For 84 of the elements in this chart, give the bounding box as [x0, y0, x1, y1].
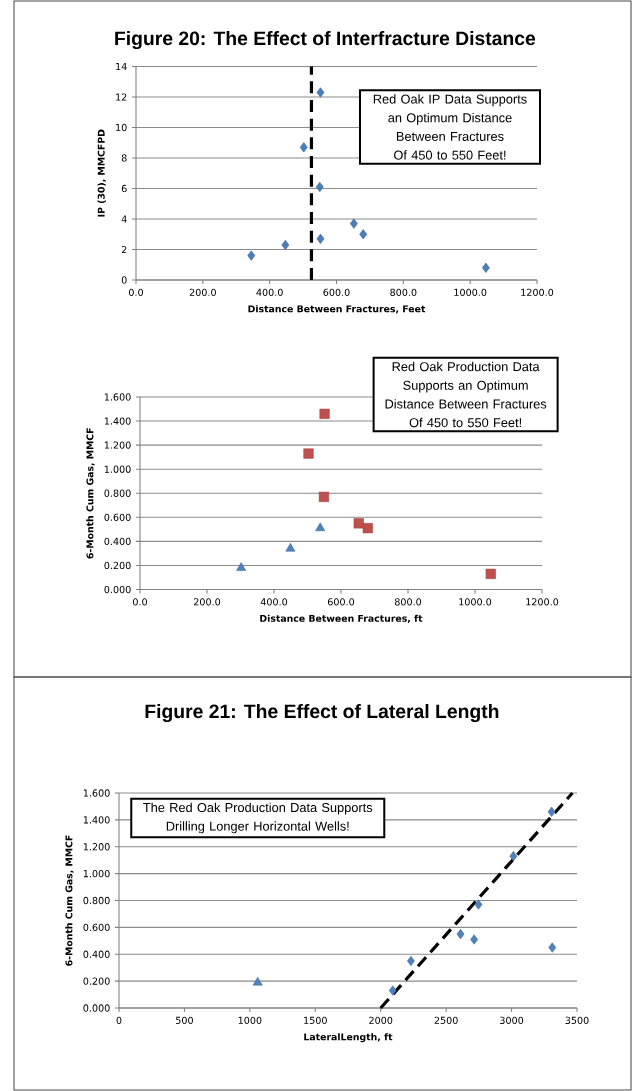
point [482, 262, 490, 273]
y-tick-label: 0.000 [104, 585, 131, 594]
point [247, 250, 256, 261]
y-tick-label: 0.200 [104, 561, 131, 570]
annotation: Red Oak Production Data Supports an Optimum Distance Between Fractures Of 450 to 550 Feet! [385, 361, 547, 428]
point [236, 562, 247, 571]
x-tick-label: 1200.0 [521, 288, 554, 296]
x-tick-label: 3500 [565, 1016, 589, 1024]
point [547, 806, 556, 817]
y-tick-label: 0.400 [83, 950, 110, 958]
point [456, 929, 465, 940]
y-tick-label: 0.800 [104, 489, 131, 497]
x-tick-label: 600.0 [327, 598, 355, 606]
x-tick-label: 800.0 [394, 598, 422, 606]
chart-title: Figure 21: The Effect of Lateral Length [145, 704, 499, 723]
x-tick-label: 200.0 [189, 288, 216, 296]
point [470, 934, 479, 945]
point [316, 233, 325, 244]
x-tick-label: 400.0 [256, 288, 283, 296]
x-tick-label: 3000 [500, 1016, 524, 1024]
y-tick-label: 0.000 [83, 1004, 110, 1012]
point [252, 976, 263, 986]
y-tick-label: 1.200 [104, 441, 131, 449]
x-tick-label: 800.0 [390, 288, 417, 296]
x-axis-title: LateralLength, ft [304, 1033, 393, 1043]
y-tick-label: 0.600 [83, 923, 110, 932]
point [315, 181, 324, 193]
point [353, 518, 364, 529]
annotation: The Red Oak Production Data Supports Drilling Longer Horizontal Wells! [143, 802, 373, 834]
y-tick-label: 8 [121, 154, 127, 162]
x-tick-label: 1000 [238, 1016, 262, 1024]
x-tick-label: 0.0 [128, 288, 143, 296]
y-tick-label: 1.200 [83, 843, 110, 851]
y-tick-label: 10 [116, 123, 127, 132]
x-tick-label: 500 [176, 1016, 193, 1024]
x-tick-label: 1000.0 [459, 598, 492, 606]
x-tick-label: 1500 [304, 1016, 327, 1024]
x-axis-title: Distance Between Fractures, Feet [248, 305, 426, 314]
y-tick-label: 1.400 [83, 816, 110, 824]
point [509, 851, 518, 862]
y-axis-title: 6-Month Cum Gas, MMCF [86, 428, 95, 559]
y-tick-label: 0.200 [83, 977, 110, 985]
point [315, 522, 326, 532]
point [303, 448, 314, 459]
point [281, 239, 290, 250]
chart-title: Figure 20: The Effect of Interfracture Distance [115, 31, 536, 50]
point [548, 942, 557, 953]
point [299, 142, 308, 153]
x-tick-label: 600.0 [323, 288, 350, 296]
x-axis-title: Distance Between Fractures, ft [260, 614, 423, 624]
y-tick-label: 1.400 [104, 417, 131, 425]
y-tick-label: 4 [121, 215, 127, 223]
point [474, 899, 483, 910]
point [485, 568, 496, 579]
point [388, 985, 397, 996]
x-tick-label: 2000 [369, 1016, 393, 1024]
point [359, 229, 368, 240]
x-tick-label: 0.0 [132, 598, 147, 606]
x-tick-label: 1000.0 [454, 288, 487, 296]
y-tick-label: 1.000 [104, 465, 131, 473]
y-tick-label: 1.000 [83, 870, 110, 878]
x-tick-label: 400.0 [260, 598, 288, 606]
x-tick-label: 2500 [434, 1016, 458, 1024]
y-tick-label: 0.600 [104, 513, 131, 521]
point [318, 491, 329, 502]
y-tick-label: 0.400 [104, 537, 131, 546]
y-tick-label: 14 [116, 63, 127, 71]
point [316, 87, 325, 98]
y-axis-title: 6-Month Cum Gas, MMCF [65, 835, 74, 966]
y-tick-label: 12 [116, 93, 127, 101]
y-tick-label: 2 [121, 245, 127, 254]
annotation: Red Oak IP Data Supports an Optimum Distance Between Fractures Of 450 to 550 Feet! [373, 94, 527, 160]
y-tick-label: 1.600 [83, 789, 110, 797]
x-tick-label: 200.0 [193, 598, 221, 606]
y-tick-label: 1.600 [104, 393, 131, 401]
point [319, 408, 330, 419]
point [350, 218, 358, 229]
y-tick-label: 0 [121, 276, 127, 284]
point [362, 523, 373, 534]
y-axis-title: IP (30), MMCFPD [97, 129, 106, 217]
x-tick-label: 1200.0 [526, 598, 559, 606]
point [285, 543, 296, 552]
y-tick-label: 0.800 [83, 896, 110, 905]
y-tick-label: 6 [121, 184, 127, 193]
